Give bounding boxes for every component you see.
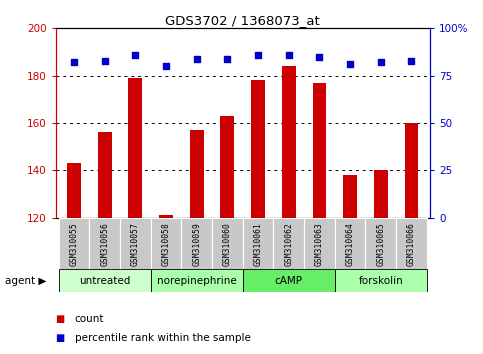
- Bar: [181, 218, 212, 271]
- Bar: [405, 123, 418, 218]
- Bar: [343, 175, 357, 218]
- Bar: [120, 218, 151, 271]
- Text: GSM310059: GSM310059: [192, 222, 201, 266]
- Bar: [243, 218, 273, 271]
- Text: ■: ■: [56, 333, 65, 343]
- Bar: [190, 130, 204, 218]
- Bar: [128, 78, 142, 218]
- Bar: [58, 269, 151, 292]
- Bar: [304, 218, 335, 271]
- Bar: [67, 163, 81, 218]
- Text: forskolin: forskolin: [358, 275, 403, 286]
- Bar: [58, 218, 89, 271]
- Point: [224, 56, 231, 62]
- Bar: [159, 215, 173, 218]
- Text: GSM310060: GSM310060: [223, 222, 232, 266]
- Point: [193, 56, 200, 62]
- Bar: [243, 269, 335, 292]
- Text: GSM310066: GSM310066: [407, 222, 416, 266]
- Text: GSM310057: GSM310057: [131, 222, 140, 266]
- Point: [70, 59, 78, 65]
- Text: GSM310058: GSM310058: [161, 222, 170, 266]
- Text: GSM310055: GSM310055: [70, 222, 78, 266]
- Bar: [396, 218, 427, 271]
- Point: [377, 59, 384, 65]
- Bar: [282, 66, 296, 218]
- Text: GSM310064: GSM310064: [346, 222, 355, 266]
- Text: GSM310061: GSM310061: [254, 222, 263, 266]
- Point: [101, 58, 109, 63]
- Bar: [374, 170, 388, 218]
- Bar: [366, 218, 396, 271]
- Point: [346, 62, 354, 67]
- Title: GDS3702 / 1368073_at: GDS3702 / 1368073_at: [165, 14, 320, 27]
- Bar: [212, 218, 243, 271]
- Point: [162, 63, 170, 69]
- Point: [285, 52, 293, 58]
- Bar: [89, 218, 120, 271]
- Text: GSM310056: GSM310056: [100, 222, 109, 266]
- Text: GSM310062: GSM310062: [284, 222, 293, 266]
- Bar: [335, 218, 366, 271]
- Bar: [251, 80, 265, 218]
- Point: [254, 52, 262, 58]
- Bar: [335, 269, 427, 292]
- Text: ■: ■: [56, 314, 65, 324]
- Bar: [151, 218, 181, 271]
- Bar: [220, 116, 234, 218]
- Text: agent ▶: agent ▶: [5, 276, 46, 286]
- Bar: [313, 83, 327, 218]
- Text: GSM310065: GSM310065: [376, 222, 385, 266]
- Bar: [273, 218, 304, 271]
- Text: percentile rank within the sample: percentile rank within the sample: [75, 333, 251, 343]
- Point: [408, 58, 415, 63]
- Point: [315, 54, 323, 59]
- Bar: [98, 132, 112, 218]
- Bar: [151, 269, 243, 292]
- Text: norepinephrine: norepinephrine: [157, 275, 237, 286]
- Text: count: count: [75, 314, 104, 324]
- Text: GSM310063: GSM310063: [315, 222, 324, 266]
- Text: untreated: untreated: [79, 275, 130, 286]
- Point: [131, 52, 139, 58]
- Text: cAMP: cAMP: [275, 275, 303, 286]
